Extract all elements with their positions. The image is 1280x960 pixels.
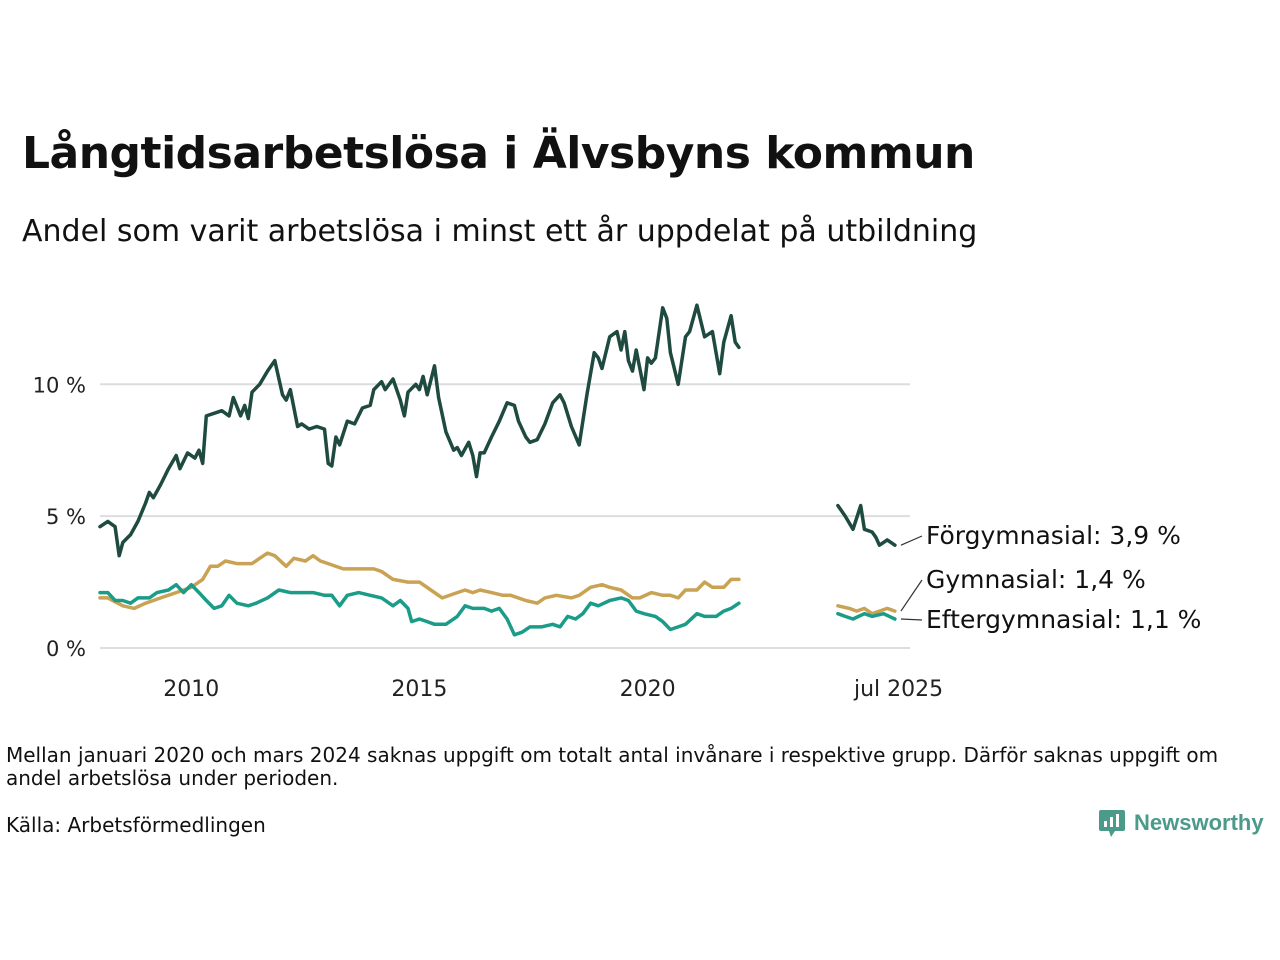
- series-line-eftergymnasial-segment-0: [98, 582, 741, 637]
- series-line-eftergymnasial-segment-1: [836, 611, 897, 621]
- label-leader-line: [900, 579, 923, 612]
- y-tick-label: 0 %: [46, 637, 86, 661]
- chart-subtitle: Andel som varit arbetslösa i minst ett å…: [22, 214, 978, 249]
- series-line-förgymnasial-segment-0: [98, 303, 741, 558]
- series-end-label: Gymnasial: 1,4 %: [926, 565, 1146, 594]
- x-tick-label: 2015: [391, 677, 447, 702]
- y-tick-label: 10 %: [33, 373, 86, 397]
- footnote: Mellan januari 2020 och mars 2024 saknas…: [6, 743, 1219, 790]
- series-end-label: Eftergymnasial: 1,1 %: [926, 605, 1201, 634]
- label-leader-line: [900, 535, 923, 546]
- newsworthy-logo: Newsworthy: [1098, 808, 1264, 838]
- x-tick-label: 2010: [163, 677, 219, 702]
- x-tick-label: jul 2025: [853, 677, 943, 702]
- series-line-förgymnasial-segment-1: [836, 503, 897, 547]
- line-chart: 0 % 5 % 10 % 2010 2015 2020 jul 2025 Förgymnasi…: [33, 303, 1201, 702]
- chart-title: Långtidsarbetslösa i Älvsbyns kommun: [22, 128, 975, 179]
- newsworthy-logo-text: Newsworthy: [1134, 810, 1264, 835]
- source-text: Källa: Arbetsförmedlingen: [6, 813, 266, 837]
- series-line-gymnasial-segment-1: [836, 604, 897, 616]
- y-tick-label: 5 %: [46, 505, 86, 529]
- newsworthy-logo-icon: [1099, 810, 1125, 837]
- x-tick-label: 2020: [620, 677, 676, 702]
- series-line-gymnasial-segment-0: [98, 551, 741, 611]
- label-leader-line: [900, 618, 923, 621]
- series-end-label: Förgymnasial: 3,9 %: [926, 521, 1181, 550]
